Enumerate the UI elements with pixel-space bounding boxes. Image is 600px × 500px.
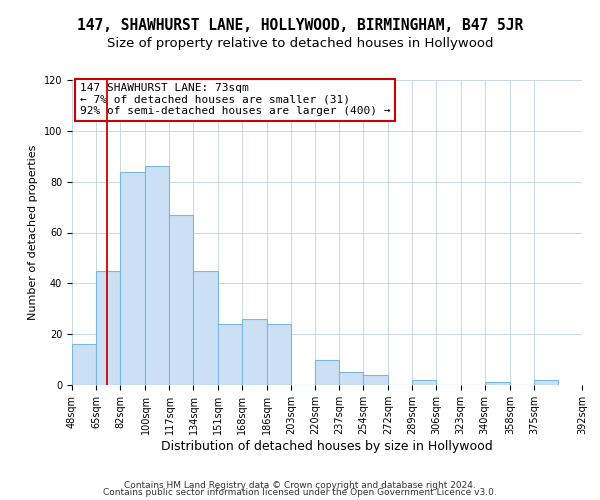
Bar	[145, 166, 169, 385]
Bar	[218, 324, 242, 385]
Bar	[96, 270, 120, 385]
Bar	[72, 344, 96, 385]
Text: Size of property relative to detached houses in Hollywood: Size of property relative to detached ho…	[107, 38, 493, 51]
Bar	[534, 380, 558, 385]
X-axis label: Distribution of detached houses by size in Hollywood: Distribution of detached houses by size …	[161, 440, 493, 453]
Bar	[485, 382, 510, 385]
Text: Contains HM Land Registry data © Crown copyright and database right 2024.: Contains HM Land Registry data © Crown c…	[124, 480, 476, 490]
Text: Contains public sector information licensed under the Open Government Licence v3: Contains public sector information licen…	[103, 488, 497, 497]
Bar	[169, 214, 193, 385]
Text: 147 SHAWHURST LANE: 73sqm
← 7% of detached houses are smaller (31)
92% of semi-d: 147 SHAWHURST LANE: 73sqm ← 7% of detach…	[80, 83, 390, 116]
Bar	[193, 270, 218, 385]
Bar	[363, 375, 388, 385]
Bar	[242, 319, 267, 385]
Bar	[315, 360, 339, 385]
Bar	[412, 380, 436, 385]
Bar	[339, 372, 363, 385]
Y-axis label: Number of detached properties: Number of detached properties	[28, 145, 38, 320]
Bar	[267, 324, 291, 385]
Text: 147, SHAWHURST LANE, HOLLYWOOD, BIRMINGHAM, B47 5JR: 147, SHAWHURST LANE, HOLLYWOOD, BIRMINGH…	[77, 18, 523, 32]
Bar	[120, 172, 145, 385]
